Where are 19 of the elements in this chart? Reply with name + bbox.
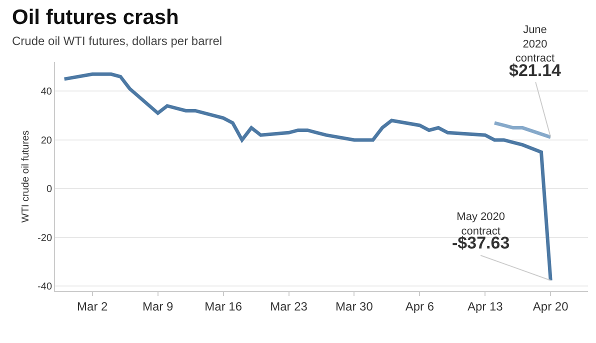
x-tick-label: Mar 16 xyxy=(204,299,242,314)
x-tick-label: Mar 30 xyxy=(336,299,374,314)
x-tick-label: Apr 13 xyxy=(467,299,504,314)
y-axis-title: WTI crude oil futures xyxy=(20,130,32,223)
line-series xyxy=(492,121,552,139)
x-tick-label: Mar 2 xyxy=(77,299,108,314)
x-tick-label: Apr 20 xyxy=(532,299,569,314)
annotation: June 2020 contract $21.14 xyxy=(509,24,562,80)
x-tick-label: Apr 6 xyxy=(405,299,434,314)
annotation: May 2020 contract -$37.63 xyxy=(452,211,510,253)
y-tick-label: -40 xyxy=(38,282,52,293)
chart-subtitle: Crude oil WTI futures, dollars per barrel xyxy=(12,34,222,48)
y-tick-label: -20 xyxy=(38,232,52,244)
chart-title: Oil futures crash xyxy=(12,6,179,29)
y-tick-label: 40 xyxy=(40,86,52,98)
y-tick-label: 20 xyxy=(40,135,52,146)
x-tick-label: Mar 9 xyxy=(142,299,174,314)
y-tick-label: 0 xyxy=(46,184,52,196)
x-tick-label: Mar 23 xyxy=(270,299,308,314)
